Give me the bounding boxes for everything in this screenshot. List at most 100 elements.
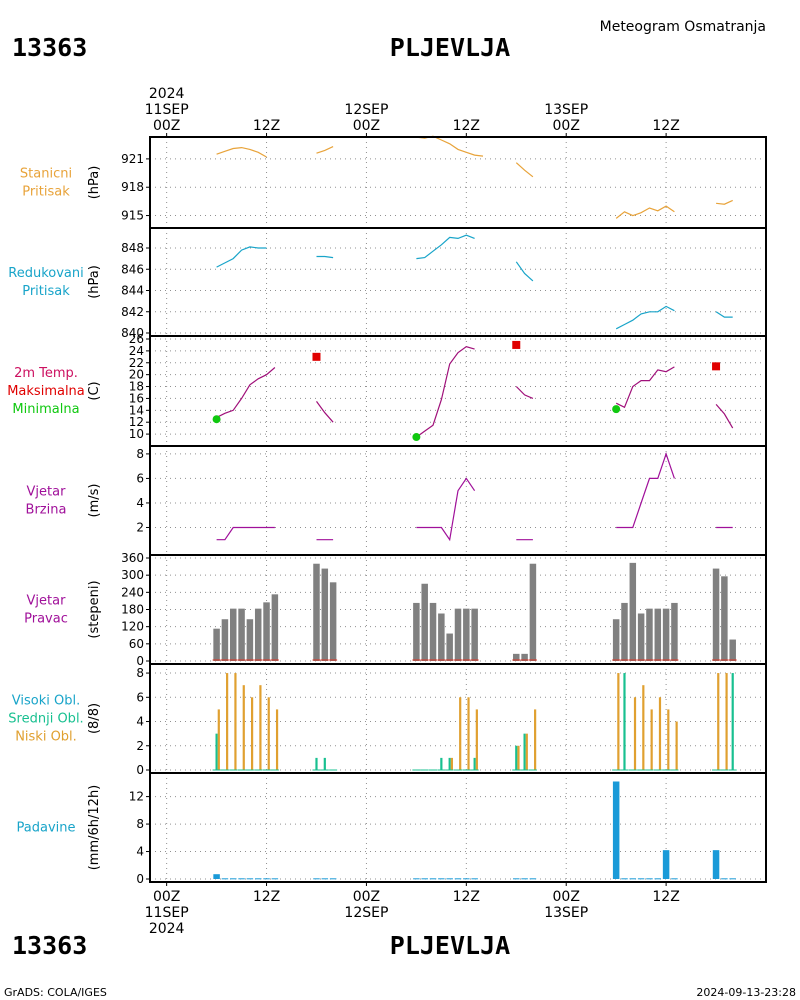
series-line: [416, 234, 475, 260]
y-tick-label: 2: [136, 520, 144, 534]
panel-label: Padavine: [17, 821, 76, 836]
series-line: [615, 205, 675, 219]
cloud-bar: [633, 697, 637, 770]
y-tick-label: 12: [129, 415, 144, 429]
panel-frame: [149, 772, 767, 883]
data-bar: [213, 628, 220, 661]
max-temp-marker: [712, 362, 721, 371]
cloud-bar: [617, 673, 620, 770]
panel-label: Srednji Obl.: [8, 712, 83, 727]
y-tick-label: 120: [121, 620, 144, 634]
data-bar: [454, 878, 462, 880]
y-tick-label: 848: [121, 241, 144, 255]
data-bar: [238, 608, 245, 661]
panel-vjetar_brzina: 2 4 6 8 Vjetar Brzina (m/s): [26, 445, 767, 556]
min-temp-marker: [212, 415, 221, 424]
time-label-bottom: 12SEP: [344, 905, 388, 921]
data-bar: [446, 633, 453, 661]
data-bar: [671, 878, 678, 880]
panel-label: Visoki Obl.: [12, 694, 80, 709]
y-tick-label: 12: [129, 790, 144, 804]
data-bar: [438, 878, 445, 880]
data-bar: [654, 608, 662, 661]
y-tick-label: 0: [136, 872, 144, 886]
panel-label: Vjetar: [27, 594, 67, 609]
y-tick-label: 18: [129, 380, 144, 394]
data-bar: [229, 608, 237, 661]
series-line: [515, 162, 534, 178]
panel-label: Vjetar: [27, 485, 67, 500]
cloud-bar: [450, 757, 453, 770]
series-line: [216, 526, 275, 541]
data-bar: [629, 562, 637, 661]
panel-label: Pritisak: [22, 284, 70, 299]
cloud-bar: [323, 757, 326, 770]
cloud-bar: [217, 709, 220, 770]
series-line: [615, 366, 675, 409]
y-tick-label: 842: [121, 305, 144, 319]
panel-vjetar_pravac: 0 60 120 180 240 300 360 Vjetar Pravac (stepeni): [24, 551, 767, 668]
data-bar: [446, 878, 453, 880]
min-temp-marker: [412, 433, 421, 442]
panel-padavine: 0 4 8 12 Padavine (mm/6h/12h): [17, 772, 767, 886]
cloud-bar: [731, 673, 734, 770]
data-bar: [621, 602, 628, 661]
data-bar: [646, 608, 653, 661]
panel-label: Pravac: [24, 612, 68, 627]
data-bar: [246, 619, 254, 661]
data-bar: [712, 568, 720, 661]
data-bar: [463, 878, 470, 880]
y-tick-label: 921: [121, 152, 144, 166]
time-label-top: 11SEP: [145, 102, 189, 118]
data-bar: [263, 878, 270, 880]
cloud-bar: [473, 757, 476, 770]
series-line: [716, 199, 733, 205]
data-bar: [729, 639, 736, 661]
cloud-bar: [250, 697, 254, 770]
y-tick-label: 16: [129, 391, 144, 405]
station-name-top: PLJEVLJA: [390, 33, 510, 62]
cloud-bar: [717, 673, 720, 770]
time-label-bottom: 12Z: [253, 889, 280, 905]
cloud-bar: [226, 673, 229, 770]
time-label-top: 12Z: [652, 118, 679, 134]
data-bar: [238, 878, 245, 880]
y-tick-label: 4: [136, 496, 144, 510]
y-tick-label: 8: [136, 447, 144, 461]
y-tick-label: 846: [121, 262, 144, 276]
cloud-bar: [259, 685, 262, 770]
cloud-bar: [675, 721, 678, 770]
panel-label: Minimalna: [12, 402, 79, 417]
y-tick-label: 4: [136, 715, 144, 729]
cloud-bar: [523, 733, 526, 770]
time-label-top: 12Z: [253, 118, 280, 134]
data-bar: [421, 583, 428, 661]
panel-redukovani: 840 842 844 846 848 Redukovani Pritisak (hPa): [8, 227, 767, 340]
unit-label: (C): [87, 381, 102, 400]
time-label-bottom: 00Z: [553, 889, 580, 905]
cloud-bar: [475, 709, 478, 770]
time-label-bottom: 2024: [149, 921, 185, 937]
data-bar: [429, 602, 437, 661]
time-label-bottom: 12Z: [652, 889, 679, 905]
data-bar: [529, 563, 537, 661]
y-tick-label: 20: [129, 368, 144, 382]
cloud-bar: [467, 697, 470, 770]
data-bar: [463, 608, 470, 661]
y-tick-label: 6: [136, 471, 144, 485]
data-bar: [221, 619, 229, 661]
data-bar: [721, 576, 728, 661]
data-bar: [521, 653, 528, 661]
y-tick-label: 180: [121, 603, 144, 617]
data-bar: [629, 878, 637, 880]
data-bar: [254, 608, 262, 661]
panel-label: 2m Temp.: [14, 366, 78, 381]
station-name-bottom: PLJEVLJA: [390, 931, 510, 960]
data-bar: [454, 608, 462, 661]
series-line: [515, 386, 534, 399]
subtitle: Meteogram Osmatranja: [600, 19, 766, 35]
data-bar: [271, 878, 279, 880]
data-bar: [662, 608, 670, 661]
data-bar: [438, 613, 445, 661]
